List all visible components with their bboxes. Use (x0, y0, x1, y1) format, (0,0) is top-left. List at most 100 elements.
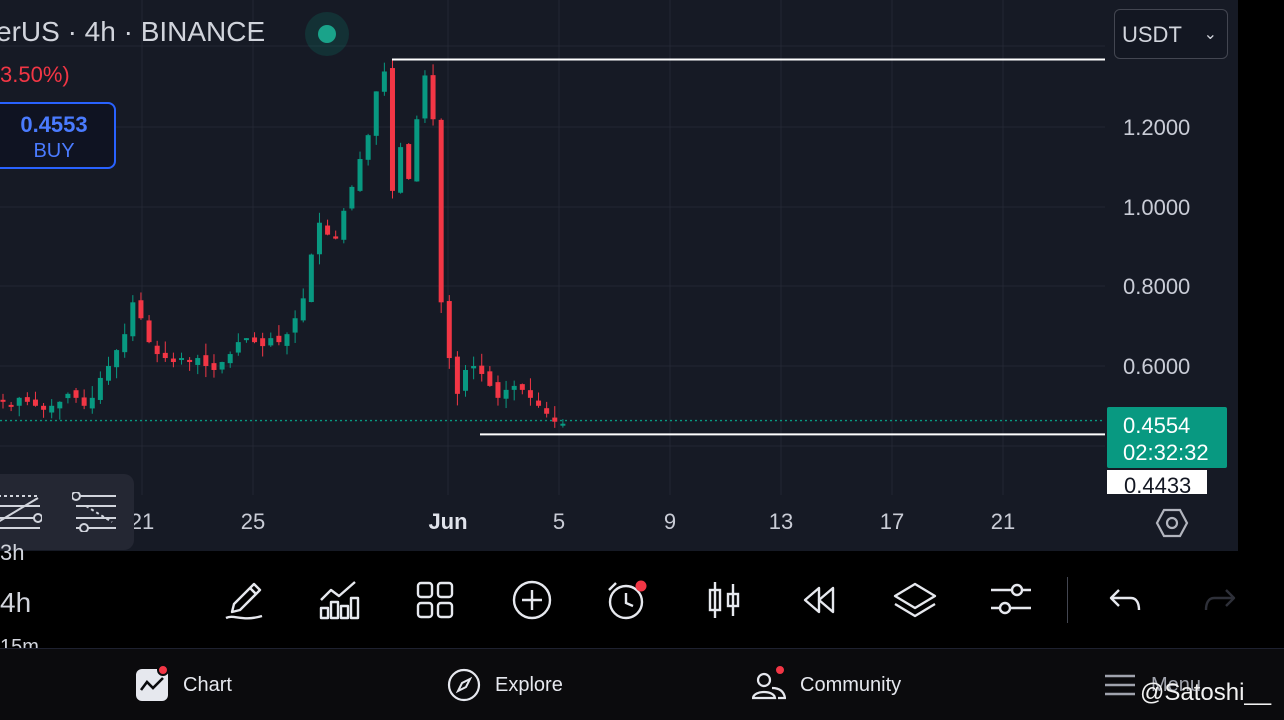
candle-body (260, 338, 266, 347)
candle-body (430, 75, 436, 120)
currency-select[interactable]: USDT ⌄ (1114, 9, 1228, 59)
candle-body (414, 119, 420, 182)
bar-countdown: 02:32:32 (1123, 440, 1209, 465)
currency-value: USDT (1122, 22, 1182, 47)
drawing-tools-panel (0, 474, 134, 550)
nav-item-chart[interactable]: Chart (135, 649, 232, 720)
candle-body (333, 236, 339, 239)
candle-body (114, 350, 120, 368)
bottom-nav: Chart Explore Community (0, 648, 1284, 720)
nav-item-explore[interactable]: Explore (447, 649, 563, 720)
candle-body (0, 399, 6, 402)
candle-body (479, 365, 485, 374)
candle-body (179, 358, 185, 361)
candle-body (268, 338, 274, 346)
symbol-title[interactable]: erUS · 4h · BINANCE (0, 16, 266, 47)
horizontal-line-price-badge: 0.4433 (1107, 470, 1207, 494)
time-axis-label: 17 (879, 509, 905, 534)
candle-body (341, 210, 347, 240)
candle-body (235, 342, 241, 353)
plus-circle-icon[interactable] (510, 578, 554, 622)
candle-body (276, 335, 282, 343)
sliders-icon[interactable] (989, 578, 1033, 622)
candle-body (170, 358, 176, 363)
candle-body (536, 400, 542, 406)
candle-body (544, 408, 550, 414)
candle-body (349, 186, 355, 209)
timeframe-option[interactable]: 15m (0, 636, 39, 650)
menu-icon (1103, 668, 1137, 702)
candle-body (406, 144, 412, 179)
time-axis-label: 25 (240, 509, 266, 534)
nav-label: Chart (183, 673, 232, 696)
candle-body (8, 404, 14, 407)
fib-tool-icon[interactable] (72, 492, 116, 532)
price-axis-label: 1.0000 (1123, 195, 1191, 220)
candles-icon[interactable] (702, 578, 746, 622)
alarm-clock-icon[interactable] (605, 578, 649, 622)
candle-body (32, 399, 38, 406)
candle-body (203, 355, 209, 366)
candle-body (463, 369, 469, 391)
timeframe-option[interactable]: 3h (0, 540, 25, 565)
trend-tool-icon[interactable] (0, 492, 42, 532)
candle-body (195, 358, 201, 365)
last-price-badge: 0.4554 02:32:32 (1107, 407, 1227, 468)
candle-body (398, 147, 404, 193)
candle-body (16, 397, 22, 406)
candle-body (243, 338, 249, 341)
candle-body (65, 393, 71, 399)
price-axis-label: 0.8000 (1123, 274, 1191, 299)
price-change: 3.50%) (0, 62, 70, 87)
chart-area[interactable]: erUS · 4h · BINANCE 3.50%) 0.4553 BUY US… (0, 0, 1238, 551)
candle-body (130, 302, 136, 337)
buy-label: BUY (33, 140, 75, 162)
candle-body (187, 359, 193, 363)
candle-body (24, 397, 30, 402)
candle-body (162, 352, 168, 359)
rewind-icon[interactable] (797, 578, 841, 622)
price-chart[interactable] (0, 0, 1238, 551)
candle-body (365, 135, 371, 160)
toolbar-divider (1067, 577, 1068, 623)
candle-body (373, 91, 379, 136)
time-axis-label: 13 (768, 509, 794, 534)
redo-icon[interactable] (1198, 578, 1242, 622)
candle-body (519, 384, 525, 390)
candle-body (252, 337, 258, 343)
candle-body (560, 423, 566, 426)
nav-item-menu[interactable]: Menu (1103, 649, 1201, 720)
candle-body (73, 390, 79, 398)
nav-label: Explore (495, 673, 563, 696)
candle-body (325, 225, 331, 235)
candle-body (438, 119, 444, 303)
last-price: 0.4554 (1123, 413, 1191, 438)
candle-body (552, 417, 558, 422)
indicators-icon[interactable] (317, 578, 361, 622)
pencil-icon[interactable] (222, 578, 266, 622)
chart-settings-icon[interactable] (1155, 506, 1189, 540)
nav-label: Community (800, 673, 902, 696)
layers-icon[interactable] (893, 578, 937, 622)
notification-dot (774, 664, 786, 676)
candle-body (138, 300, 144, 319)
candle-body (511, 385, 517, 390)
timeframe-selected[interactable]: 4h (0, 587, 32, 618)
grid-icon[interactable] (413, 578, 457, 622)
notification-dot (157, 664, 169, 676)
time-axis-label: Jun (428, 509, 468, 534)
price-axis-label: 0.6000 (1123, 354, 1191, 379)
candle-body (122, 334, 128, 353)
candle-body (308, 254, 314, 303)
candle-body (154, 345, 160, 355)
candle-body (381, 71, 387, 92)
candle-body (41, 405, 47, 410)
undo-icon[interactable] (1103, 578, 1147, 622)
buy-button[interactable]: 0.4553 BUY (0, 102, 116, 169)
candle-body (495, 382, 501, 398)
price-axis-label: 1.2000 (1123, 115, 1191, 140)
candle-body (57, 401, 63, 409)
nav-item-community[interactable]: Community (751, 649, 902, 720)
candle-body (49, 405, 55, 413)
candle-body (316, 222, 322, 255)
